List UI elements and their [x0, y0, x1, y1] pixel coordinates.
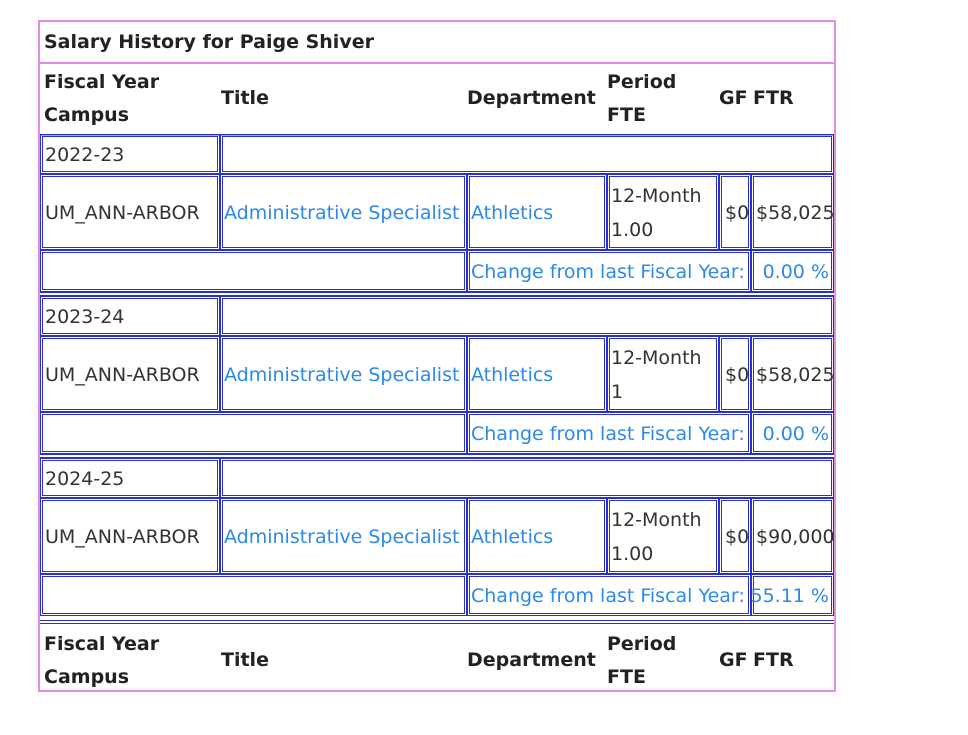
- change-label: Change from last Fiscal Year:: [471, 585, 745, 607]
- footer-department: Department: [467, 649, 596, 671]
- title-cell: Administrative Specialist: [220, 336, 467, 412]
- fiscal-year-campus-footer: Fiscal Year Campus: [44, 628, 159, 694]
- ftr-cell: $58,025: [751, 174, 835, 250]
- fte: 1.00: [611, 219, 654, 241]
- empty-cell: [220, 296, 834, 336]
- header-department: Department: [467, 87, 596, 109]
- column-footer-row: Fiscal Year Campus Title Department Peri…: [40, 620, 834, 696]
- period-fte-cell: 12-Month 1.00: [607, 498, 719, 574]
- gf-cell: $0: [719, 336, 751, 412]
- period: 12-Month: [611, 509, 702, 531]
- change-value: 0.00 %: [762, 261, 829, 283]
- change-label-cell: Change from last Fiscal Year:: [467, 250, 751, 292]
- header-gf: GF: [719, 87, 748, 109]
- header-fiscal-year: Fiscal Year: [44, 71, 160, 93]
- header-campus: Campus: [44, 104, 129, 126]
- campus: UM_ANN-ARBOR: [45, 202, 200, 224]
- footer-gf: GF: [719, 649, 748, 671]
- change-value-cell: 0.00 %: [751, 250, 834, 292]
- fiscal-year: 2022-23: [45, 144, 125, 166]
- period-fte-footer: Period FTE: [607, 628, 676, 694]
- empty-cell: [220, 458, 834, 498]
- column-header-row: Fiscal Year Campus Title Department Peri…: [40, 62, 834, 136]
- header-fte: FTE: [607, 104, 646, 126]
- period: 12-Month: [611, 347, 702, 369]
- change-value: 55.11 %: [750, 585, 830, 607]
- header-period: Period: [607, 71, 677, 93]
- footer-campus: Campus: [44, 666, 129, 688]
- job-title-link[interactable]: Administrative Specialist: [224, 364, 460, 386]
- year-separator: [40, 292, 834, 296]
- change-value-cell: 0.00 %: [751, 412, 834, 454]
- job-title-link[interactable]: Administrative Specialist: [224, 202, 460, 224]
- empty-cell: [40, 412, 467, 454]
- period-fte-cell: 12-Month 1.00: [607, 174, 719, 250]
- campus-cell: UM_ANN-ARBOR: [40, 174, 220, 250]
- empty-cell: [40, 574, 467, 616]
- period: 12-Month: [611, 185, 702, 207]
- gf-value: $0: [725, 202, 750, 224]
- header-ftr: FTR: [753, 87, 794, 109]
- table-title: Salary History for Paige Shiver: [44, 31, 374, 53]
- fiscal-year-block: 2022-23 UM_ANN-ARBOR Administrative Spec…: [40, 134, 835, 296]
- campus-cell: UM_ANN-ARBOR: [40, 336, 220, 412]
- department-cell: Athletics: [467, 336, 607, 412]
- gf-cell: $0: [719, 498, 751, 574]
- footer-period: Period: [607, 633, 677, 655]
- department-link[interactable]: Athletics: [471, 364, 554, 386]
- change-label-cell: Change from last Fiscal Year:: [467, 574, 751, 616]
- ftr-value: $90,000: [756, 526, 835, 548]
- gf-value: $0: [725, 364, 750, 386]
- footer-fiscal-year: Fiscal Year: [44, 633, 160, 655]
- job-title-link[interactable]: Administrative Specialist: [224, 526, 460, 548]
- salary-history-table: Salary History for Paige Shiver Fiscal Y…: [38, 20, 836, 692]
- change-label: Change from last Fiscal Year:: [471, 423, 745, 445]
- fte: 1.00: [611, 543, 654, 565]
- fiscal-year: 2023-24: [45, 306, 125, 328]
- ftr-cell: $90,000: [751, 498, 835, 574]
- ftr-value: $58,025: [756, 364, 835, 386]
- campus-cell: UM_ANN-ARBOR: [40, 498, 220, 574]
- change-label: Change from last Fiscal Year:: [471, 261, 745, 283]
- ftr-value: $58,025: [756, 202, 835, 224]
- department-link[interactable]: Athletics: [471, 202, 554, 224]
- fte: 1: [611, 381, 624, 403]
- fiscal-year-cell: 2024-25: [40, 458, 220, 498]
- empty-cell: [40, 250, 467, 292]
- year-separator: [40, 454, 834, 458]
- department-link[interactable]: Athletics: [471, 526, 554, 548]
- fiscal-year-block: 2024-25 UM_ANN-ARBOR Administrative Spec…: [40, 458, 835, 620]
- change-value: 0.00 %: [762, 423, 829, 445]
- title-cell: Administrative Specialist: [220, 498, 467, 574]
- gf-value: $0: [725, 526, 750, 548]
- department-cell: Athletics: [467, 174, 607, 250]
- fiscal-year-cell: 2023-24: [40, 296, 220, 336]
- campus: UM_ANN-ARBOR: [45, 526, 200, 548]
- footer-fte: FTE: [607, 666, 646, 688]
- change-label-cell: Change from last Fiscal Year:: [467, 412, 751, 454]
- period-fte-cell: 12-Month 1: [607, 336, 719, 412]
- title-cell: Administrative Specialist: [220, 174, 467, 250]
- footer-title: Title: [221, 649, 269, 671]
- fiscal-year-cell: 2022-23: [40, 134, 220, 174]
- change-value-cell: 55.11 %: [751, 574, 834, 616]
- department-cell: Athletics: [467, 498, 607, 574]
- fiscal-year: 2024-25: [45, 468, 125, 490]
- ftr-cell: $58,025: [751, 336, 835, 412]
- campus: UM_ANN-ARBOR: [45, 364, 200, 386]
- footer-ftr: FTR: [753, 649, 794, 671]
- gf-cell: $0: [719, 174, 751, 250]
- fiscal-year-campus-header: Fiscal Year Campus: [44, 66, 159, 132]
- period-fte-header: Period FTE: [607, 66, 676, 132]
- empty-cell: [220, 134, 834, 174]
- header-title: Title: [221, 87, 269, 109]
- fiscal-year-block: 2023-24 UM_ANN-ARBOR Administrative Spec…: [40, 296, 835, 458]
- table-caption-row: Salary History for Paige Shiver: [40, 22, 834, 64]
